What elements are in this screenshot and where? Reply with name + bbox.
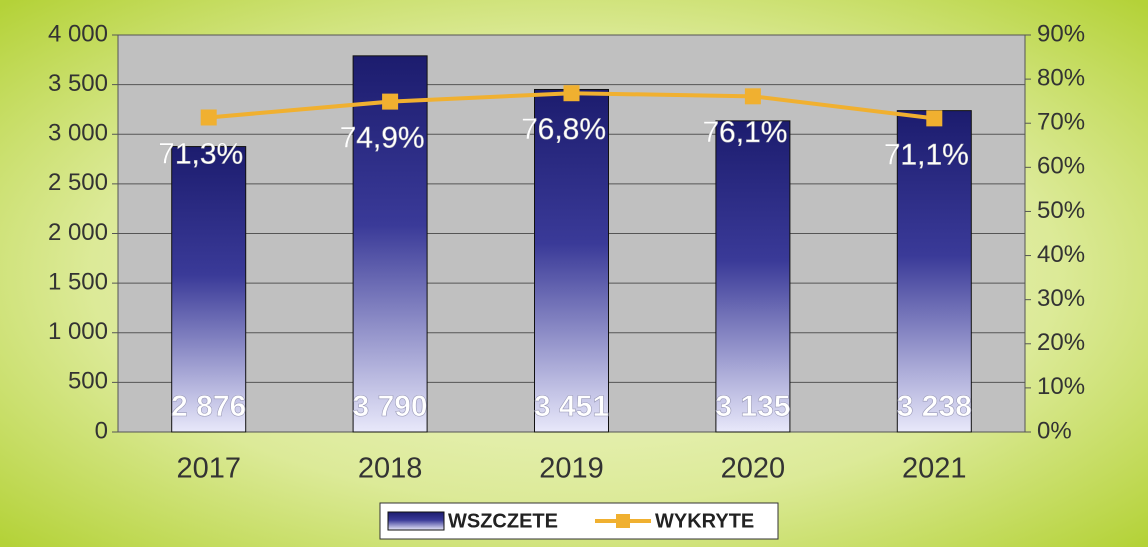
bar — [896, 110, 972, 433]
y-tick-label: 2 500 — [48, 169, 108, 196]
y-tick-label: 1 000 — [48, 318, 108, 345]
y-tick-label: 3 500 — [48, 70, 108, 97]
x-tick-label: 2021 — [902, 453, 967, 485]
bar — [715, 120, 791, 433]
line-value-label: 76,1% — [702, 116, 787, 149]
line-value-label: 76,8% — [521, 113, 606, 146]
x-tick-label: 2019 — [539, 453, 604, 485]
y-tick-label: 500 — [68, 368, 108, 395]
y2-tick-label: 60% — [1037, 153, 1085, 180]
bar — [534, 88, 609, 433]
y2-tick-label: 20% — [1037, 329, 1085, 356]
x-tick-label: 2020 — [721, 453, 786, 485]
bar-value-label: 3 135 — [715, 390, 790, 423]
y2-tick-label: 70% — [1037, 109, 1085, 136]
y2-tick-label: 0% — [1037, 417, 1072, 444]
y-tick-label: 4 000 — [48, 20, 108, 47]
bar-value-label: 2 876 — [171, 390, 246, 423]
line-value-label: 74,9% — [340, 122, 425, 155]
bar — [352, 55, 428, 433]
line-value-label: 71,1% — [884, 138, 969, 171]
y2-tick-label: 40% — [1037, 241, 1085, 268]
line-value-label: 71,3% — [158, 137, 243, 170]
bar-value-label: 3 451 — [534, 390, 609, 423]
line-marker — [926, 110, 943, 127]
legend-label: WYKRYTE — [655, 510, 754, 532]
y2-tick-label: 80% — [1037, 64, 1085, 91]
bar-value-label: 3 790 — [353, 390, 428, 423]
legend-label: WSZCZETE — [448, 510, 558, 532]
bar — [171, 146, 247, 433]
y2-tick-label: 30% — [1037, 285, 1085, 312]
line-marker — [563, 85, 580, 102]
y2-tick-label: 90% — [1037, 20, 1085, 47]
x-tick-label: 2017 — [176, 453, 241, 485]
legend-box — [379, 502, 779, 540]
y2-tick-label: 10% — [1037, 373, 1085, 400]
line-marker — [744, 88, 761, 105]
y-tick-label: 2 000 — [48, 219, 108, 246]
bar-value-label: 3 238 — [897, 390, 972, 423]
y2-tick-label: 50% — [1037, 197, 1085, 224]
y-tick-label: 3 000 — [48, 120, 108, 147]
line-marker — [382, 93, 399, 110]
x-tick-label: 2018 — [358, 453, 423, 485]
legend-swatch-marker — [616, 514, 630, 528]
y-tick-label: 0 — [95, 417, 108, 444]
line-marker — [200, 109, 217, 126]
legend-swatch — [387, 511, 445, 531]
y-tick-label: 1 500 — [48, 268, 108, 295]
